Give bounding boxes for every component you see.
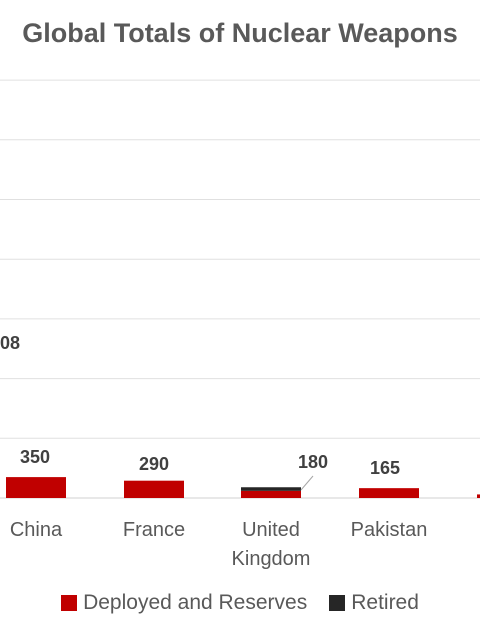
data-label: 08 [0, 333, 20, 353]
chart-title: Global Totals of Nuclear Weapons [22, 18, 458, 48]
x-tick-label: China [10, 519, 63, 541]
data-label: 350 [20, 447, 50, 467]
x-tick-label: Kingdom [232, 548, 311, 570]
legend-swatch-retired [329, 595, 346, 611]
data-label: 165 [370, 458, 400, 478]
legend-label-retired: Retired [351, 591, 419, 614]
bar-deployed [359, 488, 419, 498]
x-tick-label: France [123, 519, 185, 541]
x-tick-label: Pakistan [351, 519, 428, 541]
legend-swatch-deployed [61, 595, 78, 611]
data-label: 290 [139, 454, 169, 474]
leader-line [300, 475, 314, 491]
legend-item-deployed: Deployed and Reserves [61, 591, 307, 615]
legend-label-deployed: Deployed and Reserves [83, 591, 308, 614]
bar-deployed [241, 490, 301, 498]
bar-retired [241, 487, 301, 491]
bar-deployed [6, 477, 66, 498]
data-label: 180 [298, 452, 328, 472]
legend-item-retired: Retired [329, 591, 419, 615]
bar-deployed [124, 480, 184, 498]
x-tick-label: United [242, 519, 300, 541]
legend: Deployed and Reserves Retired [0, 591, 480, 615]
bar-deployed [477, 494, 480, 498]
